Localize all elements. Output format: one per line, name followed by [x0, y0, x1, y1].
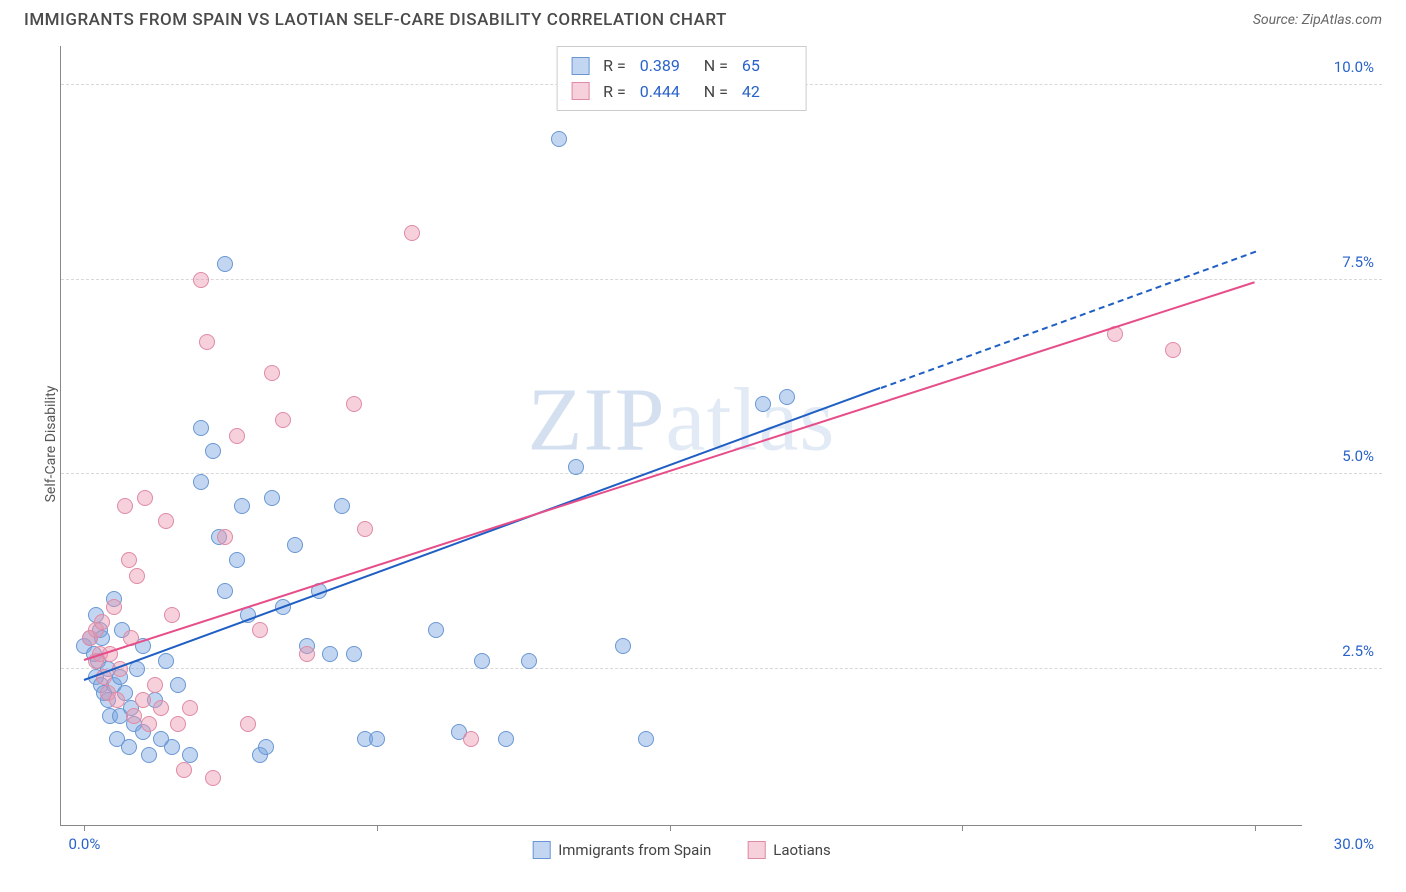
- data-point: [153, 700, 169, 716]
- data-point: [182, 700, 198, 716]
- data-point: [322, 646, 338, 662]
- data-point: [474, 653, 490, 669]
- x-tick: [670, 825, 671, 831]
- data-point: [357, 521, 373, 537]
- data-point: [264, 365, 280, 381]
- chart-container: Self-Care Disability ZIPatlas R = 0.389 …: [24, 46, 1382, 872]
- x-tick-label: 30.0%: [1334, 835, 1374, 853]
- data-point: [638, 731, 654, 747]
- data-point: [240, 716, 256, 732]
- swatch-series-1: [571, 57, 589, 75]
- data-point: [164, 607, 180, 623]
- data-point: [229, 552, 245, 568]
- data-point: [193, 474, 209, 490]
- data-point: [109, 692, 125, 708]
- x-tick: [84, 825, 85, 831]
- data-point: [755, 396, 771, 412]
- data-point: [121, 739, 137, 755]
- y-tick-label: 5.0%: [1342, 447, 1374, 465]
- data-point: [135, 692, 151, 708]
- data-point: [126, 708, 142, 724]
- data-point: [264, 490, 280, 506]
- y-tick-label: 7.5%: [1342, 253, 1374, 271]
- data-point: [258, 739, 274, 755]
- data-point: [252, 622, 268, 638]
- data-point: [158, 653, 174, 669]
- data-point: [137, 490, 153, 506]
- data-point: [234, 498, 250, 514]
- data-point: [346, 646, 362, 662]
- legend-item-series-2: Laotians: [747, 841, 831, 859]
- legend-item-series-1: Immigrants from Spain: [532, 841, 711, 859]
- data-point: [158, 513, 174, 529]
- stats-legend: R = 0.389 N = 65 R = 0.444 N = 42: [556, 46, 807, 111]
- data-point: [229, 428, 245, 444]
- y-axis-label: Self-Care Disability: [43, 385, 59, 502]
- data-point: [205, 443, 221, 459]
- data-point: [141, 716, 157, 732]
- data-point: [369, 731, 385, 747]
- data-point: [199, 334, 215, 350]
- data-point: [551, 131, 567, 147]
- gridline: [61, 473, 1382, 474]
- y-tick-label: 10.0%: [1334, 58, 1374, 76]
- data-point: [404, 225, 420, 241]
- data-point: [521, 653, 537, 669]
- x-tick: [962, 825, 963, 831]
- data-point: [287, 537, 303, 553]
- data-point: [121, 552, 137, 568]
- data-point: [94, 614, 110, 630]
- data-point: [147, 677, 163, 693]
- data-point: [164, 739, 180, 755]
- stats-row-series-1: R = 0.389 N = 65: [571, 53, 792, 79]
- data-point: [299, 646, 315, 662]
- data-point: [217, 529, 233, 545]
- data-point: [334, 498, 350, 514]
- data-point: [106, 599, 122, 615]
- data-point: [193, 272, 209, 288]
- bottom-legend: Immigrants from Spain Laotians: [532, 841, 831, 859]
- data-point: [217, 256, 233, 272]
- swatch-series-2: [571, 82, 589, 100]
- data-point: [193, 420, 209, 436]
- data-point: [428, 622, 444, 638]
- data-point: [176, 762, 192, 778]
- data-point: [779, 389, 795, 405]
- data-point: [182, 747, 198, 763]
- plot-area: Self-Care Disability ZIPatlas R = 0.389 …: [60, 46, 1302, 826]
- data-point: [117, 498, 133, 514]
- data-point: [141, 747, 157, 763]
- data-point: [170, 716, 186, 732]
- data-point: [205, 770, 221, 786]
- data-point: [170, 677, 186, 693]
- swatch-series-2-bottom: [747, 841, 765, 859]
- stats-row-series-2: R = 0.444 N = 42: [571, 79, 792, 105]
- source-attribution: Source: ZipAtlas.com: [1253, 12, 1382, 28]
- chart-title: IMMIGRANTS FROM SPAIN VS LAOTIAN SELF-CA…: [24, 10, 727, 30]
- x-tick-label: 0.0%: [69, 835, 101, 853]
- data-point: [346, 396, 362, 412]
- data-point: [568, 459, 584, 475]
- data-point: [615, 638, 631, 654]
- trend-line-dashed: [880, 251, 1255, 389]
- y-tick-label: 2.5%: [1342, 642, 1374, 660]
- x-tick: [1255, 825, 1256, 831]
- data-point: [1165, 342, 1181, 358]
- data-point: [275, 412, 291, 428]
- data-point: [129, 568, 145, 584]
- swatch-series-1-bottom: [532, 841, 550, 859]
- gridline: [61, 668, 1382, 669]
- x-tick: [377, 825, 378, 831]
- data-point: [498, 731, 514, 747]
- trend-line: [84, 282, 1255, 662]
- data-point: [217, 583, 233, 599]
- data-point: [463, 731, 479, 747]
